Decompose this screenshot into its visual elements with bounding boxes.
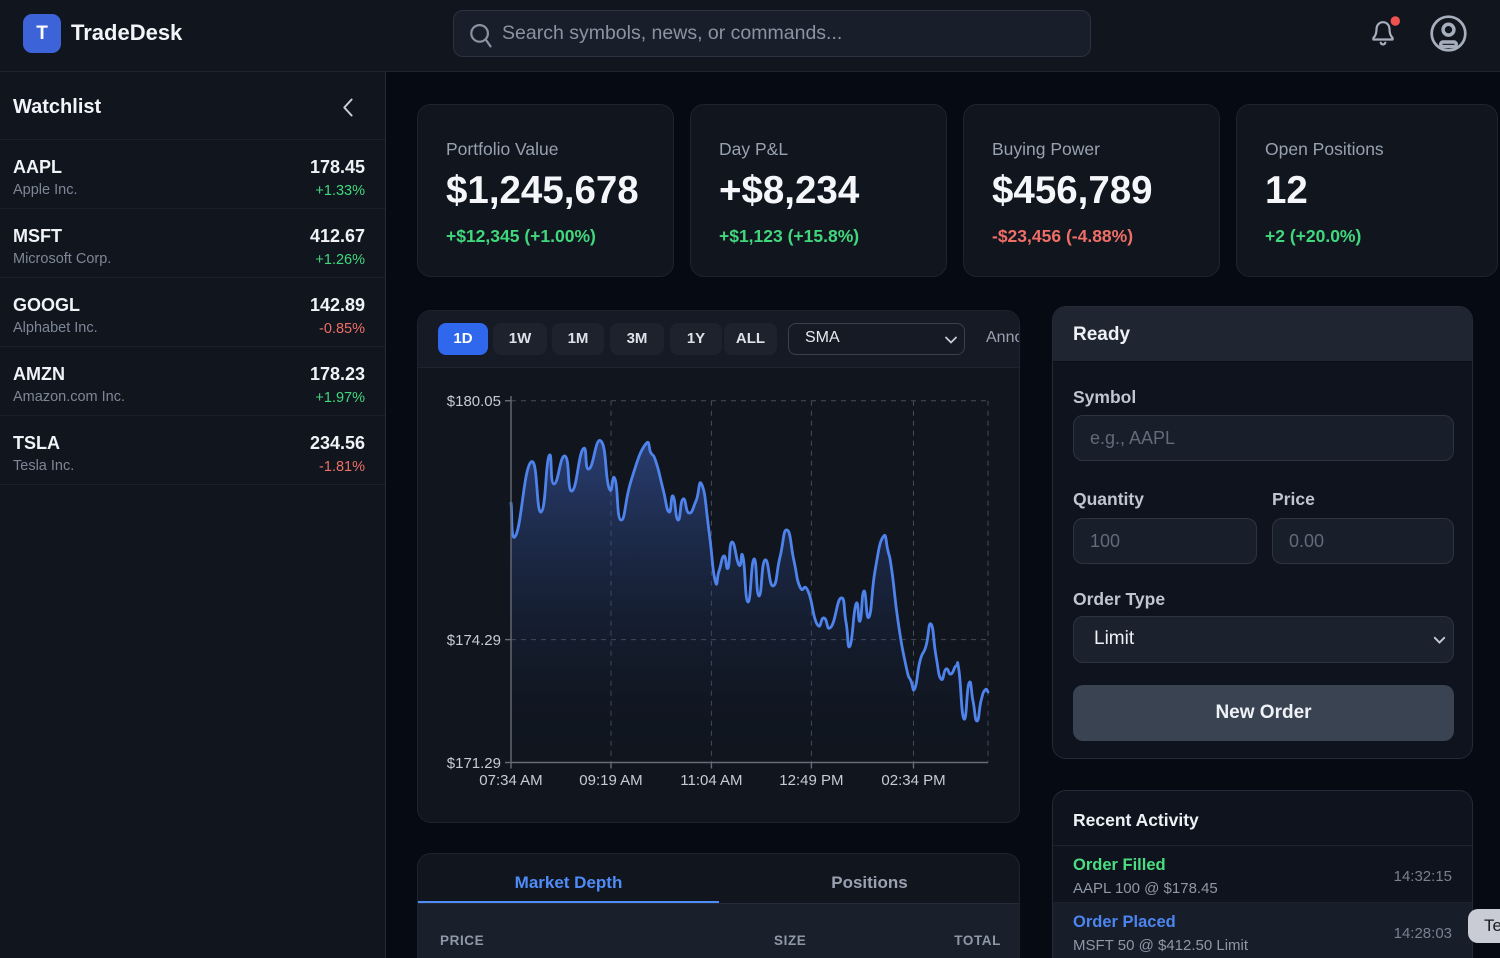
svg-text:11:04 AM: 11:04 AM xyxy=(680,772,742,789)
svg-text:$171.29: $171.29 xyxy=(447,755,501,772)
svg-text:$180.05: $180.05 xyxy=(447,393,501,410)
svg-text:$174.29: $174.29 xyxy=(447,632,501,649)
svg-text:09:19 AM: 09:19 AM xyxy=(579,772,642,789)
svg-text:12:49 PM: 12:49 PM xyxy=(779,772,843,789)
svg-text:02:34 PM: 02:34 PM xyxy=(881,772,945,789)
svg-text:07:34 AM: 07:34 AM xyxy=(479,772,542,789)
